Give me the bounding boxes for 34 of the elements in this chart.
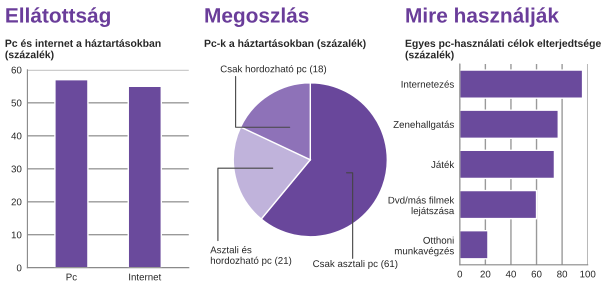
y-tick-label: 50 (11, 100, 22, 106)
chart-title: Megoszlás (205, 7, 309, 27)
y-tick-label: 30 (11, 166, 22, 172)
slice-label: Csak asztali pc (61) (313, 260, 398, 270)
y-tick-label: 40 (11, 132, 22, 140)
slice-label: Csak hordozható pc (18) (220, 65, 326, 74)
bar (460, 110, 559, 140)
x-tick-label: 100 (580, 270, 596, 278)
x-tick-label: 60 (532, 270, 542, 278)
y-tick-label: Otthoni munkavégzés (394, 236, 454, 256)
x-tick-label: Pc (66, 274, 77, 280)
slice-label: Asztali és hordozható pc (21) (210, 246, 292, 266)
y-tick-label: 10 (12, 231, 22, 238)
chart-subtitle: Egyes pc-használati célok elterjedtsége (százalék) (406, 39, 601, 60)
chart-title: Ellátottság (6, 7, 110, 27)
y-tick-label: Játék (431, 160, 454, 168)
x-tick-label: 40 (506, 270, 516, 278)
x-tick-label: 0 (457, 270, 462, 278)
y-tick-label: 60 (12, 66, 22, 74)
bar (460, 150, 556, 180)
x-tick-label: Internet (129, 274, 162, 280)
y-tick-label: 20 (12, 198, 22, 206)
bar (460, 190, 538, 220)
x-tick-label: 80 (557, 270, 568, 278)
y-tick-label: Zenehallgatás (393, 120, 454, 130)
bar (460, 230, 489, 260)
y-tick-label: Internetezés (402, 80, 454, 88)
chart-subtitle: Pc-k a háztartásokban (százalék) (204, 39, 366, 50)
chart-subtitle: Pc és internet a háztartásokban (százalék) (5, 39, 161, 60)
y-tick-label: 0 (16, 264, 22, 272)
x-tick-label: 20 (480, 270, 490, 278)
y-tick-label: Dvd/más filmek lejátszása (388, 196, 454, 216)
chart-title: Mire használják (406, 7, 560, 27)
bar (460, 69, 584, 99)
